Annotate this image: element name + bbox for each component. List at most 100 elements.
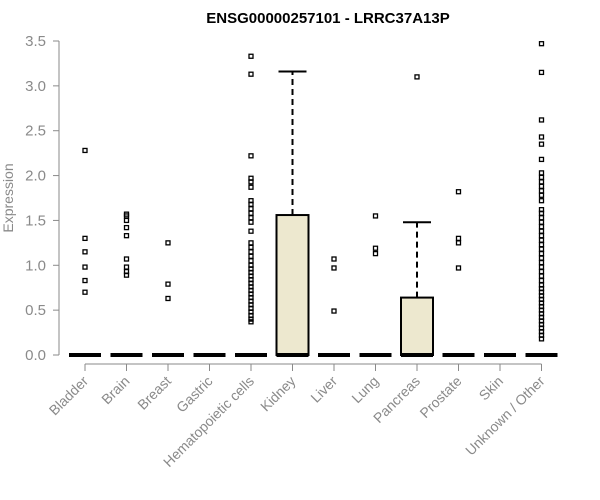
- outlier-point: [538, 198, 545, 204]
- x-tick-label: Bladder: [46, 373, 92, 419]
- outlier-point: [165, 295, 171, 302]
- outlier-point: [248, 215, 254, 221]
- outlier-point: [538, 179, 545, 185]
- outlier-point: [123, 224, 130, 231]
- outlier-point: [248, 319, 254, 325]
- box-group: [442, 189, 475, 357]
- y-tick-label: 1.5: [25, 212, 46, 229]
- outlier-point: [123, 217, 130, 224]
- x-tick-label: Lung: [348, 373, 381, 406]
- outlier-point: [82, 249, 88, 255]
- box-rect: [275, 214, 310, 356]
- outlier-point: [538, 188, 545, 194]
- outlier-point: [248, 219, 254, 225]
- box-rect: [400, 296, 434, 356]
- outlier-point: [538, 264, 545, 270]
- outlier-point: [331, 265, 337, 271]
- box-group: [525, 41, 558, 357]
- outlier-point: [538, 170, 545, 176]
- outlier-point: [538, 246, 545, 252]
- outlier-point: [248, 244, 254, 250]
- x-tick-label: Breast: [134, 373, 174, 413]
- outlier-point: [248, 228, 254, 234]
- outlier-point: [538, 250, 545, 257]
- outlier-point: [538, 219, 545, 225]
- outlier-point: [248, 53, 254, 59]
- outlier-point: [248, 206, 254, 212]
- outlier-point: [248, 258, 254, 264]
- outlier-point: [538, 141, 545, 147]
- x-tick-label: Unknown / Other: [462, 373, 548, 459]
- box-group: [359, 213, 392, 357]
- outlier-point: [82, 277, 88, 284]
- box-group: [400, 74, 434, 357]
- box-group: [275, 70, 310, 357]
- y-tick-label: 0.5: [25, 302, 46, 319]
- x-tick-label: Liver: [307, 373, 340, 406]
- outlier-point: [538, 174, 545, 181]
- outlier-point: [248, 184, 254, 190]
- outlier-point: [331, 256, 337, 262]
- outlier-point: [538, 183, 545, 189]
- outlier-point: [82, 264, 88, 270]
- box-group: [110, 211, 143, 357]
- outlier-point: [538, 134, 545, 140]
- outlier-point: [538, 117, 545, 123]
- outlier-point: [538, 192, 545, 198]
- outlier-point: [248, 210, 254, 216]
- outlier-point: [248, 71, 254, 77]
- box-group: [318, 256, 350, 357]
- outlier-point: [538, 237, 545, 243]
- outlier-point: [331, 308, 337, 314]
- y-tick-label: 3.5: [25, 33, 46, 50]
- y-tick-label: 0.0: [25, 347, 46, 364]
- plot-area: [69, 41, 558, 357]
- outlier-point: [372, 213, 379, 219]
- y-axis: 0.0 0.5 1.0 1.5 2.0 2.5 3.0 3.5: [25, 33, 60, 364]
- outlier-point: [538, 228, 545, 234]
- outlier-point: [538, 233, 545, 239]
- x-tick-label: Skin: [476, 373, 507, 404]
- outlier-point: [455, 235, 462, 242]
- outlier-point: [538, 273, 545, 279]
- outlier-point: [538, 242, 545, 248]
- outlier-point: [538, 156, 545, 163]
- outlier-point: [248, 253, 254, 259]
- x-tick-label: Prostate: [416, 373, 464, 421]
- outlier-point: [538, 41, 545, 47]
- outlier-point: [248, 249, 254, 255]
- outlier-point: [82, 289, 88, 295]
- outlier-point: [455, 265, 462, 271]
- outlier-point: [538, 69, 545, 76]
- outlier-point: [538, 215, 545, 221]
- outlier-point: [538, 259, 545, 266]
- y-axis-label: Expression: [0, 163, 16, 232]
- box-group: [152, 240, 184, 357]
- outlier-point: [414, 74, 420, 80]
- outlier-point: [455, 189, 462, 195]
- x-tick-label: Brain: [98, 373, 132, 407]
- outlier-point: [538, 224, 545, 230]
- outlier-point: [538, 255, 545, 261]
- outlier-point: [165, 281, 171, 287]
- outlier-point: [538, 277, 545, 284]
- outlier-point: [372, 245, 379, 251]
- outlier-point: [248, 179, 254, 185]
- y-tick-label: 2.0: [25, 168, 46, 185]
- x-tick-label: Kidney: [257, 373, 299, 415]
- box-group: [235, 53, 267, 357]
- y-tick-label: 3.0: [25, 78, 46, 95]
- outlier-point: [82, 147, 88, 154]
- box-group: [69, 147, 101, 357]
- y-tick-label: 1.0: [25, 257, 46, 274]
- outlier-point: [538, 210, 545, 216]
- outlier-point: [248, 316, 254, 322]
- outlier-point: [165, 240, 171, 246]
- outlier-point: [538, 268, 545, 275]
- outlier-point: [538, 336, 545, 342]
- outlier-point: [455, 240, 462, 246]
- outlier-point: [248, 240, 254, 246]
- outlier-point: [372, 250, 379, 257]
